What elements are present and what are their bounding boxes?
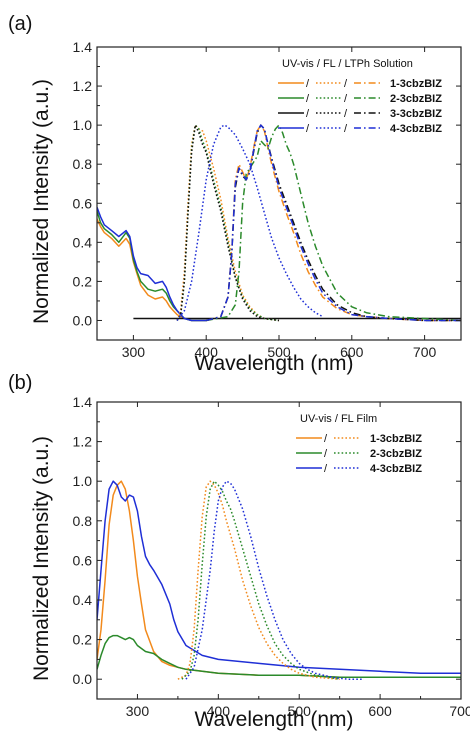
legend-separator: / [324,463,328,475]
legend-label: 2-3cbzBIZ [390,93,442,105]
x-tick-label: 700 [413,344,437,360]
legend-separator: / [324,433,328,445]
legend-separator: / [324,448,328,460]
y-tick-label: 0.8 [73,156,93,172]
series-line-2-3cbzBIZ-solid [97,210,207,322]
series-group [97,124,461,322]
y-tick-label: 0.8 [73,513,93,529]
legend-separator: / [344,108,348,120]
x-tick-label: 500 [267,344,291,360]
y-axis-label: Normalized Intensity (a.u.) [30,79,53,324]
series-line-2-3cbzBIZ-solid [97,634,461,678]
y-tick-label: 1.0 [73,473,93,489]
series-line-1-3cbzBIZ-dashdot [206,124,461,322]
legend-label: 1-3cbzBIZ [370,433,422,445]
legend: UV-vis / FL Film / 1-3cbzBIZ / 2-3cbzBIZ / 4-3… [296,413,422,475]
legend-label: 1-3cbzBIZ [390,78,442,90]
x-axis-label: Wavelength (nm) [194,352,353,375]
legend-separator: / [306,78,310,90]
y-tick-label: 0.2 [73,632,93,648]
series-line-2-3cbzBIZ-dotted [181,480,340,680]
y-tick-label: 0.4 [73,592,93,608]
legend-separator: / [306,93,310,105]
series-line-3-3cbzBIZ-dotted [176,124,280,322]
y-tick-label: 1.4 [73,394,93,410]
y-tick-label: 1.2 [73,78,93,94]
series-line-1-3cbzBIZ-solid [97,218,207,322]
x-tick-label: 600 [340,344,364,360]
y-tick-label: 0.4 [73,234,93,250]
x-tick-label: 300 [122,344,146,360]
x-tick-label: 700 [449,703,470,719]
y-tick-label: 0.2 [73,273,93,289]
panel-a: (a) 300 400 500 600 700 0.0 0.2 0.4 0.6 0.8 1.0 1.2 1… [8,13,462,375]
plot-frame [96,401,462,700]
series-line-2-3cbzBIZ-dotted [176,124,280,322]
y-tick-label: 0.0 [73,671,93,687]
legend-header: UV-vis / FL Film [300,413,377,425]
x-tick-label: 400 [207,703,231,719]
legend-separator: / [306,123,310,135]
series-line-2-3cbzBIZ-dashdot [206,124,461,322]
legend-label: 3-3cbzBIZ [390,108,442,120]
series-line-4-3cbzBIZ-solid [97,206,207,322]
x-tick-label: 500 [288,703,312,719]
series-line-4-3cbzBIZ-dotted [176,124,324,321]
y-axis-label: Normalized Intensity (a.u.) [30,436,53,681]
series-line-4-3cbzBIZ-solid [97,480,461,675]
panel-b: (b) 300 400 500 600 700 0.0 0.2 0.4 0.6 0.8 1.0 1.2 1… [8,372,470,731]
legend-label: 4-3cbzBIZ [390,123,442,135]
x-tick-label: 400 [195,344,219,360]
panel-label: (a) [8,13,32,35]
plot-frame [96,46,462,341]
y-tick-label: 1.0 [73,117,93,133]
series-line-1-3cbzBIZ-dotted [176,124,280,322]
x-tick-label: 300 [126,703,150,719]
legend-label: 4-3cbzBIZ [370,463,422,475]
legend-separator: / [344,78,348,90]
x-tick-label: 600 [368,703,392,719]
series-line-3-3cbzBIZ-dashdot [206,124,461,322]
series-group [97,480,461,680]
legend-separator: / [344,123,348,135]
legend-separator: / [344,93,348,105]
legend-header: UV-vis / FL / LTPh Solution [282,58,413,70]
y-tick-label: 0.6 [73,552,93,568]
series-line-4-3cbzBIZ-dashdot [206,124,461,322]
series-line-1-3cbzBIZ-dotted [177,480,340,680]
series-line-4-3cbzBIZ-dotted [185,480,364,680]
series-line-1-3cbzBIZ-solid [97,480,461,678]
y-tick-label: 0.6 [73,195,93,211]
panel-label: (b) [8,372,32,394]
legend-separator: / [306,108,310,120]
x-axis-label: Wavelength (nm) [194,708,353,731]
y-tick-label: 1.2 [73,434,93,450]
y-tick-label: 1.4 [73,39,93,55]
y-tick-label: 0.0 [73,312,93,328]
legend-label: 2-3cbzBIZ [370,448,422,460]
legend: UV-vis / FL / LTPh Solution / / 1-3cbzBIZ / /… [278,58,442,135]
